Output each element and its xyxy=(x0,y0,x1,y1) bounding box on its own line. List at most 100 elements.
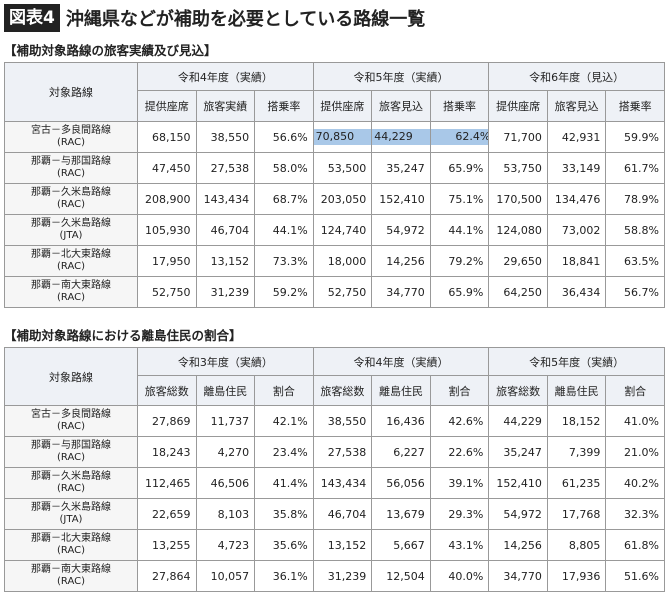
value-cell: 27,538 xyxy=(195,152,256,184)
value-cell: 13,152 xyxy=(312,529,373,561)
value: 58.0% xyxy=(272,161,308,175)
route-cell: 那覇－久米島路線 (JTA) xyxy=(4,214,138,246)
value: 52,750 xyxy=(152,285,191,299)
value-cell: 47,450 xyxy=(137,152,197,184)
value-cell: 46,704 xyxy=(195,214,256,246)
value: 27,869 xyxy=(152,414,191,428)
value-cell: 13,152 xyxy=(195,245,256,277)
column-row: 提供座席 旅客実績 搭乗率 提供座席 旅客見込 搭乗率 提供座席 旅客見込 搭乗率 xyxy=(5,90,665,122)
value: 75.1% xyxy=(448,192,484,206)
value: 31,239 xyxy=(210,285,250,299)
route-cell: 那覇－与那国路線 (RAC) xyxy=(4,152,138,184)
route-cell: 宮古－多良間路線 (RAC) xyxy=(4,121,138,153)
value: 38,550 xyxy=(210,130,250,144)
data-row: 那覇－与那国路線 (RAC) 47,450 27,538 58.0% 53,500 35,2… xyxy=(4,152,665,184)
value: 59.9% xyxy=(624,130,659,144)
value: 44,229 xyxy=(503,414,542,428)
value: 79.2% xyxy=(448,254,484,268)
value-cell: 36,434 xyxy=(546,276,607,308)
data-row: 那覇－久米島路線 (RAC) 208,900 143,434 68.7% 203,050 1… xyxy=(4,183,665,215)
value: 17,950 xyxy=(152,254,191,268)
value: 18,841 xyxy=(561,254,601,268)
data-row: 那覇－久米島路線 (JTA) 105,930 46,704 44.1% 124,740 54… xyxy=(4,214,665,246)
data-table: 対象路線 令和4年度（実績） 令和5年度（実績） 令和6年度（見込） 提供座席 旅客実績搭… xyxy=(4,62,665,308)
column-header: 搭乗率 xyxy=(605,90,665,122)
value-cell: 29,650 xyxy=(488,245,548,277)
route-line: 那覇－久米島路線 xyxy=(31,218,111,229)
route-line: (RAC) xyxy=(57,576,85,587)
column-header: 旅客実績 xyxy=(195,90,256,122)
value: 61.7% xyxy=(624,161,659,175)
value-cell: 61.7% xyxy=(605,152,665,184)
column-header: 提供座席 xyxy=(488,90,548,122)
value-cell: 34,770 xyxy=(371,276,431,308)
value: 23.4% xyxy=(272,445,308,459)
value: 64,250 xyxy=(503,285,542,299)
value-cell: 23.4% xyxy=(254,436,314,468)
value-cell: 124,740 xyxy=(312,214,373,246)
value: 65.9% xyxy=(448,161,484,175)
value: 22.6% xyxy=(448,445,484,459)
value-cell: 75.1% xyxy=(429,183,490,215)
group-header: 令和4年度（実績） xyxy=(312,347,490,376)
value: 13,255 xyxy=(152,538,191,552)
value-cell: 22.6% xyxy=(429,436,490,468)
title: 沖縄県などが補助を必要としている路線一覧 xyxy=(65,9,426,30)
value: 61.8% xyxy=(624,538,659,552)
value-cell: 36.1% xyxy=(254,560,314,592)
value: 47,450 xyxy=(152,161,191,175)
value: 34,770 xyxy=(386,285,425,299)
value-cell: 35.8% xyxy=(254,498,314,530)
value: 35,247 xyxy=(386,161,425,175)
value-cell: 52,750 xyxy=(137,276,197,308)
route-cell: 那覇－南大東路線 (RAC) xyxy=(4,276,138,308)
value: 56,056 xyxy=(386,476,425,490)
route-cell: 那覇－南大東路線 (RAC) xyxy=(4,560,138,592)
value-cell: 14,256 xyxy=(488,529,548,561)
value: 54,972 xyxy=(503,507,542,521)
value-cell: 22,659 xyxy=(137,498,197,530)
value-cell: 62.4% xyxy=(429,121,490,153)
value-cell: 58.8% xyxy=(605,214,665,246)
value-cell: 53,500 xyxy=(312,152,373,184)
value-cell: 73.3% xyxy=(254,245,314,277)
value-cell: 51.6% xyxy=(605,560,665,592)
route-line: (RAC) xyxy=(57,545,85,556)
value: 13,679 xyxy=(386,507,425,521)
value-cell: 54,972 xyxy=(488,498,548,530)
value-cell: 38,550 xyxy=(195,121,256,153)
value: 203,050 xyxy=(320,192,367,206)
value-cell: 18,000 xyxy=(312,245,373,277)
value-cell: 64,250 xyxy=(488,276,548,308)
column-header: 搭乗率 xyxy=(254,90,314,122)
route-line: 那覇－北大東路線 xyxy=(31,249,111,260)
value: 54,972 xyxy=(386,223,425,237)
route-line: (RAC) xyxy=(57,199,85,210)
value-cell: 5,667 xyxy=(371,529,431,561)
value-cell: 61.8% xyxy=(605,529,665,561)
section-heading: 【補助対象路線の旅客実績及び見込】 xyxy=(4,43,217,58)
section-heading: 【補助対象路線における離島住民の割合】 xyxy=(4,328,242,343)
value-cell: 112,465 xyxy=(137,467,197,499)
value-cell: 59.9% xyxy=(605,121,665,153)
value-cell: 11,737 xyxy=(195,405,256,437)
group-header: 令和5年度（実績） xyxy=(312,62,490,91)
value-cell: 6,227 xyxy=(371,436,431,468)
value-cell: 124,080 xyxy=(488,214,548,246)
route-line: (RAC) xyxy=(57,292,85,303)
column-header: 離島住民 xyxy=(195,375,256,406)
group-row: 対象路線 令和4年度（実績） 令和5年度（実績） 令和6年度（見込） xyxy=(4,62,665,122)
value-cell: 40.2% xyxy=(605,467,665,499)
value-cell: 68.7% xyxy=(254,183,314,215)
value: 71,700 xyxy=(503,130,542,144)
value: 6,227 xyxy=(393,445,425,459)
value: 73.3% xyxy=(272,254,308,268)
value: 53,500 xyxy=(327,161,367,175)
value: 70,850 xyxy=(314,129,371,145)
group-header: 令和6年度（見込） xyxy=(488,62,665,91)
value-cell: 13,679 xyxy=(371,498,431,530)
value-cell: 31,239 xyxy=(195,276,256,308)
value: 46,704 xyxy=(210,223,250,237)
value: 41.0% xyxy=(624,414,659,428)
value-cell: 17,950 xyxy=(137,245,197,277)
